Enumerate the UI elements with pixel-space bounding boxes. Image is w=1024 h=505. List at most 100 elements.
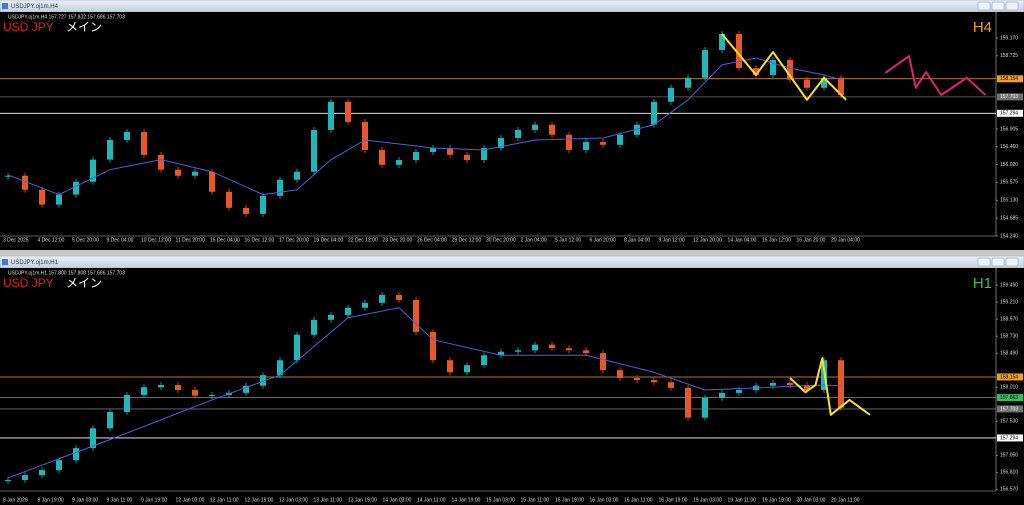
candle-body <box>702 397 708 418</box>
time-tick-label: 17 Dec 20:00 <box>279 237 309 243</box>
maximize-button[interactable] <box>991 1 1005 11</box>
time-tick-label: 13 Jan 03:00 <box>279 497 308 503</box>
candle-body <box>668 382 674 388</box>
symbol-label: USD JPY <box>3 20 54 34</box>
maximize-button[interactable] <box>991 257 1005 267</box>
candle-body <box>124 131 130 140</box>
time-tick-label: 8 Jan 2026 <box>3 497 28 503</box>
candle-body <box>430 148 436 153</box>
candle-body <box>39 189 45 205</box>
candle-body <box>243 207 249 214</box>
close-button[interactable] <box>1005 257 1019 267</box>
time-tick-label: 8 Jan 04:00 <box>624 237 650 243</box>
time-tick-label: 15 Dec 04:00 <box>210 237 240 243</box>
candle-body <box>379 295 385 303</box>
candle-body <box>498 137 504 149</box>
price-tick-label: 156.460 <box>1000 144 1018 150</box>
candle-body <box>260 375 266 386</box>
close-button[interactable] <box>1005 1 1019 11</box>
price-level-label: 158.154 <box>1000 76 1018 82</box>
candle-body <box>277 179 283 196</box>
candle-body <box>413 299 419 332</box>
candle-body <box>600 141 606 145</box>
candle-body <box>192 390 198 396</box>
candle-body <box>328 314 334 320</box>
time-tick-label: 15 Jan 19:00 <box>555 497 584 503</box>
candle-body <box>158 154 164 170</box>
candle-body <box>634 124 640 135</box>
candle-body <box>260 195 266 214</box>
candle-body <box>515 129 521 138</box>
price-level-label: 157.703 <box>1000 406 1018 412</box>
candle-body <box>753 68 759 75</box>
price-level-box <box>997 394 1023 402</box>
price-tick-label: 159.450 <box>1000 282 1018 288</box>
candle-body <box>736 390 742 393</box>
time-tick-label: 19 Dec 04:00 <box>314 237 344 243</box>
candle-body <box>668 87 674 102</box>
time-tick-label: 19 Jan 11:00 <box>728 497 757 503</box>
time-tick-label: 9 Jan 11:00 <box>107 497 133 503</box>
candle-body <box>821 77 827 88</box>
candle-body <box>345 101 351 122</box>
candle-body <box>685 77 691 88</box>
candle-body <box>56 194 62 205</box>
candle-body <box>226 191 232 208</box>
time-tick-label: 11 Dec 20:00 <box>176 237 206 243</box>
minimize-button[interactable] <box>977 1 991 11</box>
candle-body <box>413 152 419 161</box>
time-tick-label: 15 Jan 03:00 <box>486 497 515 503</box>
price-tick-label: 158.490 <box>1000 350 1018 356</box>
candle-body <box>328 101 334 130</box>
price-tick-label: 157.050 <box>1000 453 1018 459</box>
candle-body <box>192 171 198 176</box>
price-tick-label: 154.240 <box>1000 233 1018 239</box>
chart-area <box>0 268 1024 505</box>
time-tick-label: 2 Jan 04:00 <box>521 237 547 243</box>
candle-body <box>464 154 470 161</box>
time-tick-label: 5 Dec 20:00 <box>72 237 99 243</box>
candle-body <box>73 448 79 461</box>
candle-body <box>22 175 28 190</box>
time-tick-label: 4 Dec 12:00 <box>38 237 65 243</box>
price-level-box <box>997 405 1023 413</box>
candle-body <box>141 131 147 155</box>
time-tick-label: 5 Jan 12:00 <box>555 237 581 243</box>
candle-body <box>141 387 147 395</box>
time-tick-label: 29 Dec 12:00 <box>452 237 482 243</box>
time-tick-label: 13 Jan 11:00 <box>314 497 343 503</box>
time-tick-label: 9 Jan 03:00 <box>72 497 98 503</box>
window-icon <box>2 259 8 265</box>
chart-area <box>0 12 1024 250</box>
price-tick-label: 156.020 <box>1000 162 1018 168</box>
candle-body <box>719 33 725 51</box>
window-icon <box>2 3 8 9</box>
window-title: USDJPY.oj1m,H1 <box>11 260 59 266</box>
time-tick-label: 14 Jan 11:00 <box>417 497 446 503</box>
candle-body <box>447 360 453 373</box>
time-tick-label: 26 Dec 04:00 <box>417 237 447 243</box>
candle-body <box>243 385 249 393</box>
candle-body <box>583 350 589 354</box>
price-tick-label: 154.685 <box>1000 215 1018 221</box>
candle-body <box>107 411 113 429</box>
price-tick-label: 159.170 <box>1000 35 1018 41</box>
price-level-label: 157.703 <box>1000 94 1018 100</box>
moving-average <box>7 57 842 196</box>
forecast-line <box>721 33 847 101</box>
candle-body <box>498 351 504 356</box>
price-level-label: 157.294 <box>1000 435 1018 441</box>
price-level-box <box>997 75 1023 83</box>
price-tick-label: 156.810 <box>1000 470 1018 476</box>
price-tick-label: 158.730 <box>1000 333 1018 339</box>
candle-body <box>787 60 793 80</box>
time-tick-label: 13 Jan 19:00 <box>348 497 377 503</box>
candle-body <box>362 121 368 151</box>
forecast-line <box>884 55 987 97</box>
minimize-button[interactable] <box>977 257 991 267</box>
title-bar <box>0 255 1024 269</box>
time-tick-label: 20 Jan 04:00 <box>831 237 860 243</box>
time-tick-label: 3 Dec 2025 <box>3 237 29 243</box>
price-level-label: 157.294 <box>1000 111 1018 117</box>
ohlc-header: USDJPY.oj1m,H4 157.727 157.832 157.686 1… <box>8 14 125 20</box>
